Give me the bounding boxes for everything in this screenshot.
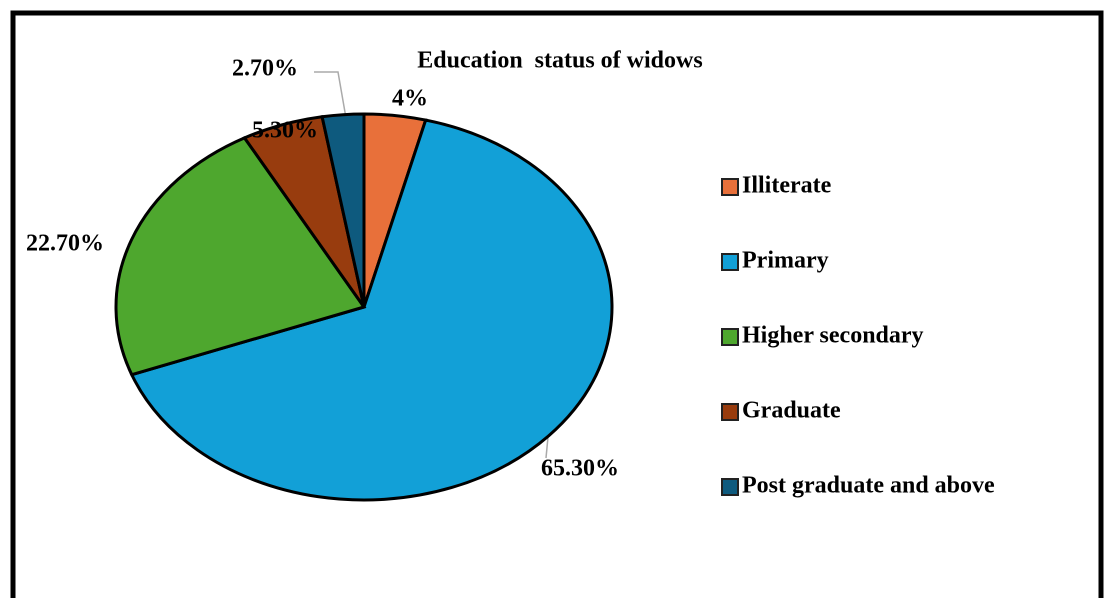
leader-line — [314, 71, 347, 119]
leader-line — [545, 436, 549, 459]
chart-title: Education status of widows — [417, 48, 702, 74]
legend-swatch — [721, 178, 739, 196]
legend-swatch — [721, 253, 739, 271]
legend-label: Higher secondary — [742, 323, 924, 349]
data-label: 2.70% — [232, 56, 298, 82]
legend-label: Post graduate and above — [742, 473, 995, 499]
legend-label: Primary — [742, 248, 829, 274]
data-label: 5.30% — [252, 118, 318, 144]
legend-swatch — [721, 403, 739, 421]
data-label: 22.70% — [26, 231, 104, 257]
pie-slice — [114, 136, 367, 377]
legend-label: Graduate — [742, 398, 841, 424]
legend-label: Illiterate — [742, 173, 832, 199]
legend-swatch — [721, 328, 739, 346]
pie-slice — [320, 112, 366, 308]
data-label: 65.30% — [541, 456, 619, 482]
data-label: 4% — [392, 86, 428, 112]
pie-slice — [129, 118, 614, 502]
legend-swatch — [721, 478, 739, 496]
